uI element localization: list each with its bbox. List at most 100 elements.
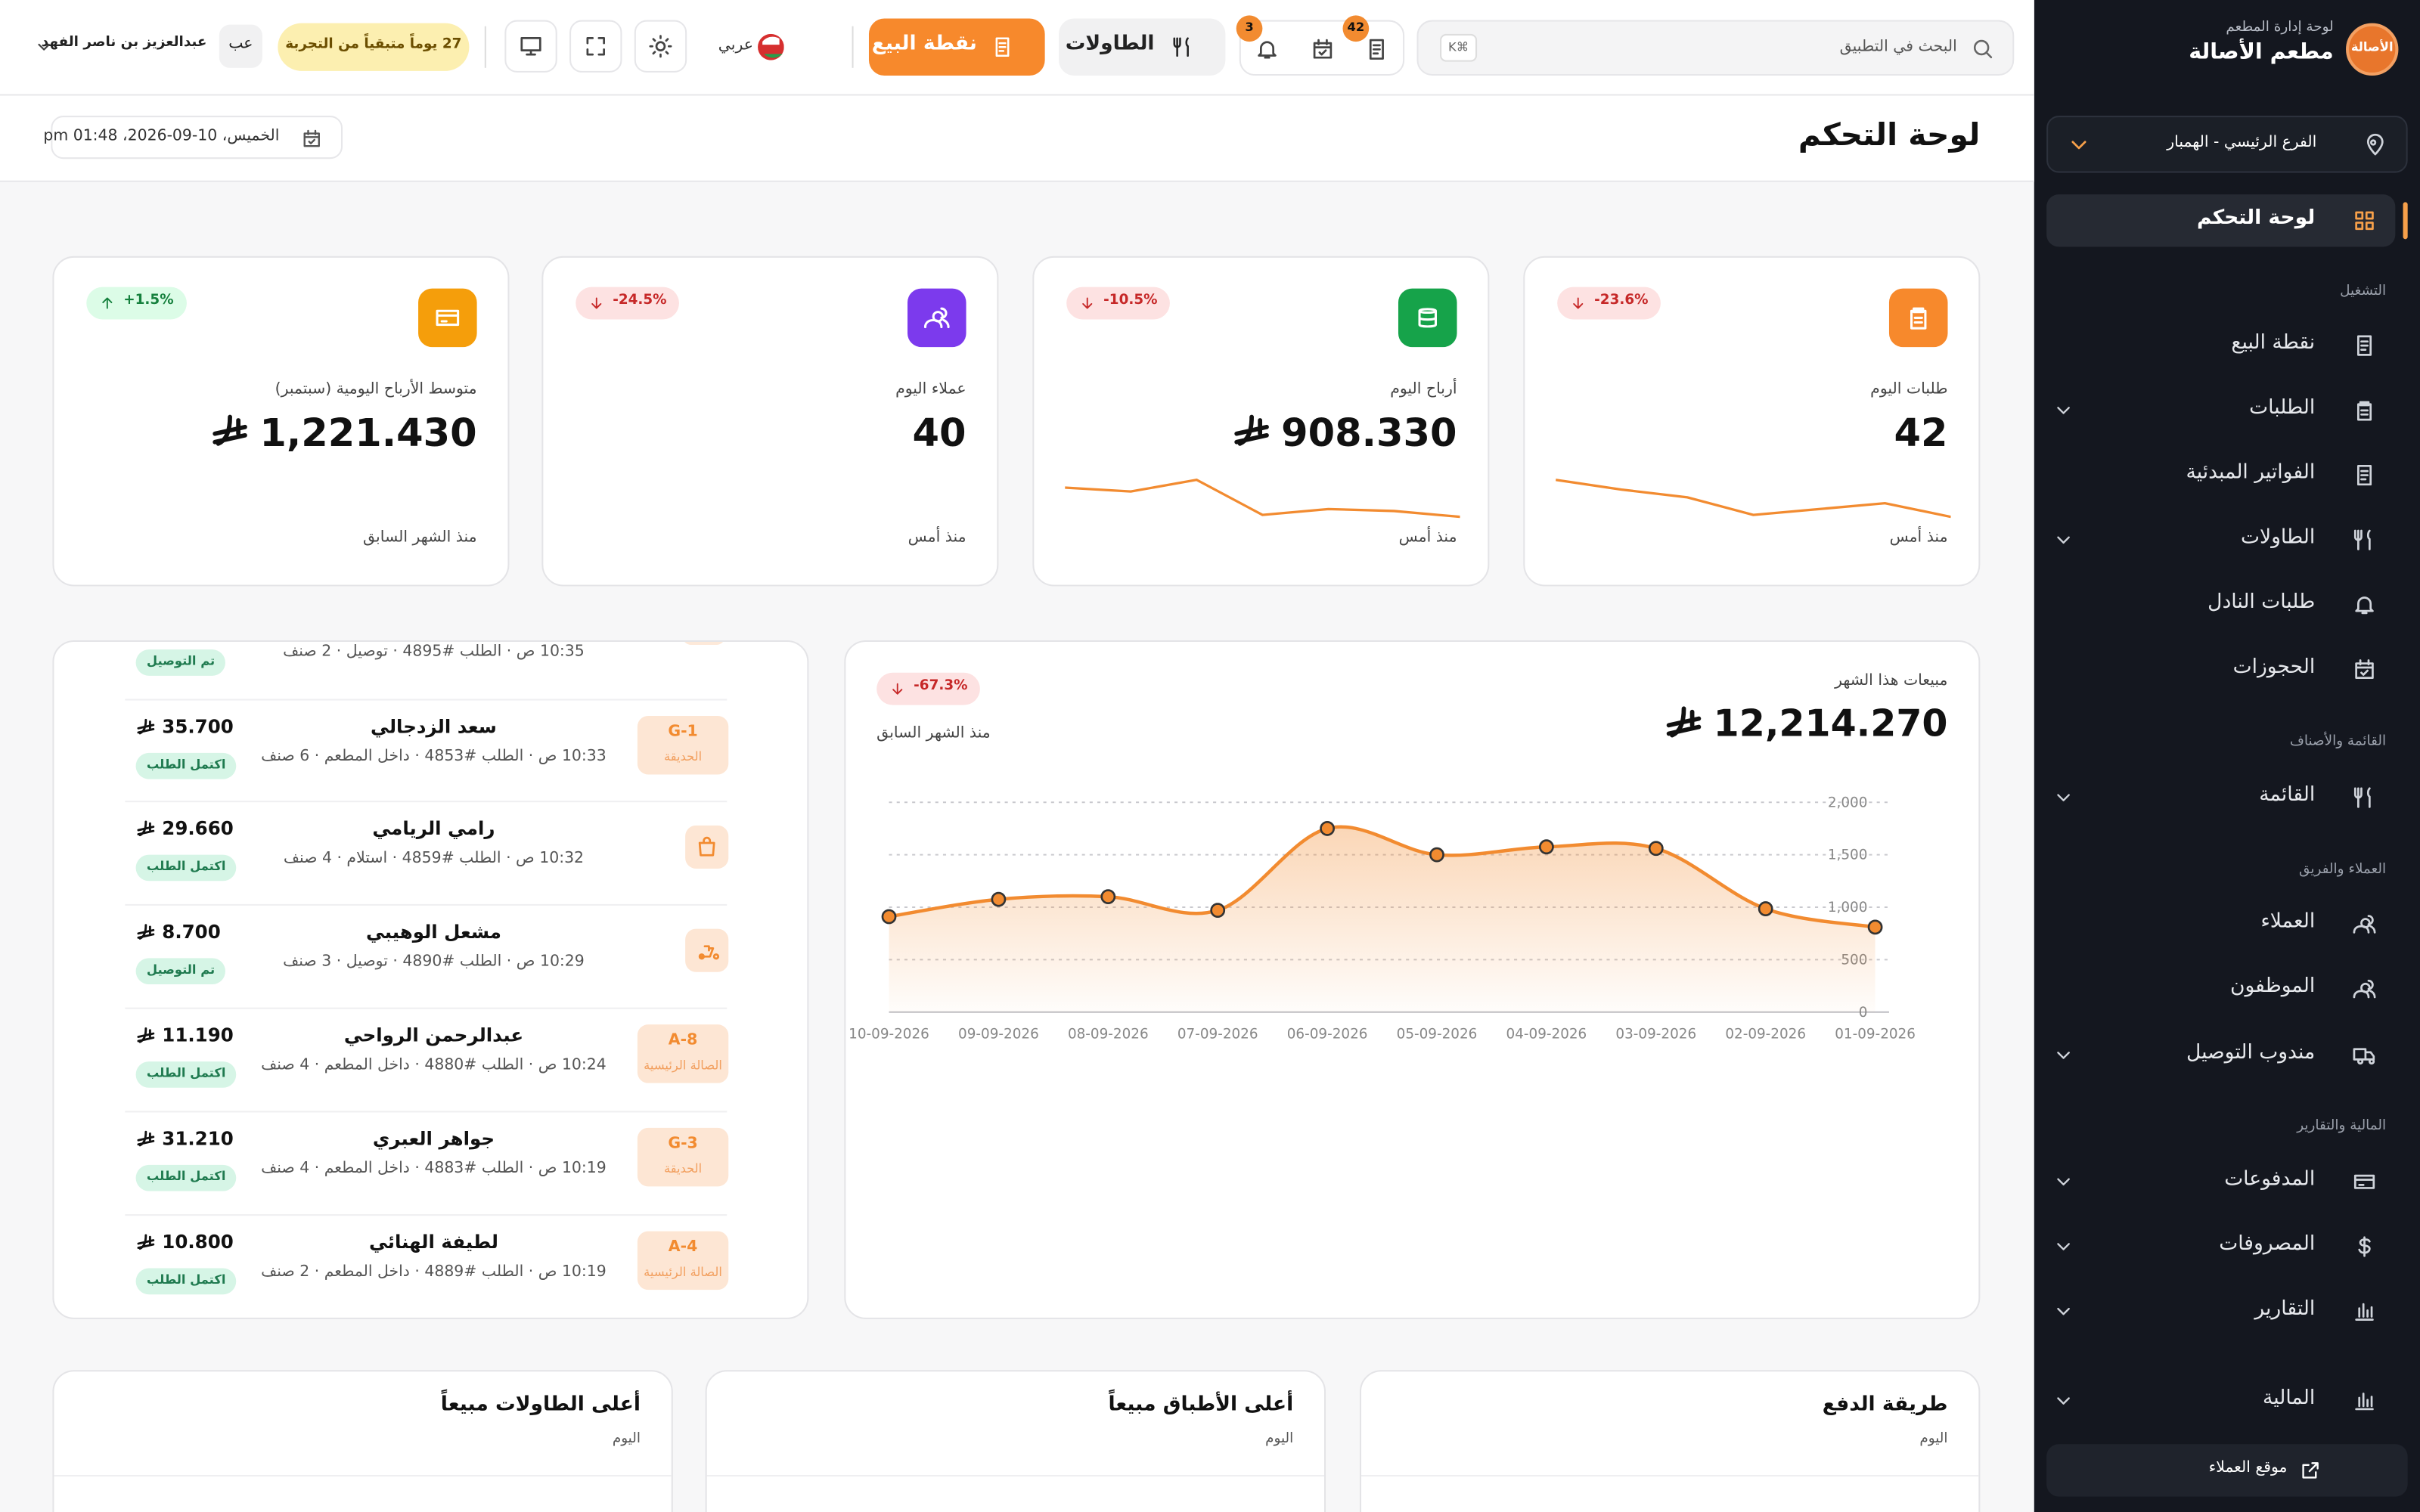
order-tag bbox=[682, 641, 726, 646]
nav-label: مندوب التوصيل bbox=[2186, 1041, 2316, 1065]
nav-label: الحجوزات bbox=[2232, 655, 2316, 679]
badge: 3 bbox=[1236, 15, 1263, 42]
icon-path bbox=[2071, 141, 2086, 150]
page-title: لوحة التحكم bbox=[1798, 116, 1981, 153]
toolbar-button[interactable] bbox=[569, 20, 622, 73]
nav-label: المالية bbox=[2263, 1387, 2316, 1411]
status-text: اكتمل الطلب bbox=[146, 1066, 226, 1080]
badge-count: 42 bbox=[1347, 20, 1365, 34]
order-row[interactable]: لطيفة الهنائي 10:19 ص · الطلب #4889 · داخ… bbox=[54, 1210, 807, 1312]
currency-path bbox=[137, 820, 155, 836]
active-indicator bbox=[2403, 202, 2408, 240]
stat-label: متوسط الأرباح اليومية (سبتمبر) bbox=[275, 381, 477, 398]
order-row[interactable]: عبدالرحمن الرواحي 10:24 ص · الطلب #4880 ·… bbox=[54, 1003, 807, 1105]
card-divider bbox=[1361, 1475, 1979, 1477]
nav-item[interactable]: الطلبات bbox=[2046, 384, 2395, 436]
sparkline bbox=[1065, 478, 1460, 519]
order-meta: 10:19 ص · الطلب #4883 · داخل المطعم · 4 … bbox=[261, 1160, 607, 1178]
order-row[interactable]: مشعل الوهيبي 10:29 ص · الطلب #4890 · توصي… bbox=[54, 900, 807, 1002]
order-row[interactable]: سعد الزدجالي 10:33 ص · الطلب #4853 · داخل… bbox=[54, 694, 807, 796]
icon bbox=[2057, 1243, 2070, 1250]
icon-path bbox=[102, 297, 113, 309]
table-tag: G-1 الحديقة bbox=[637, 715, 729, 775]
tables-button[interactable]: الطاولات bbox=[1059, 18, 1226, 76]
nav-item[interactable]: العملاء bbox=[2046, 898, 2395, 950]
nav-item-active[interactable]: لوحة التحكم bbox=[2046, 194, 2396, 247]
customer-name: عبدالرحمن الرواحي bbox=[343, 1024, 524, 1046]
nav-item[interactable]: المصروفات bbox=[2046, 1220, 2395, 1272]
currency-symbol bbox=[137, 820, 155, 836]
order-amount: 29.660 bbox=[162, 817, 234, 840]
sparkline bbox=[1556, 479, 1951, 519]
order-meta: 10:19 ص · الطلب #4889 · داخل المطعم · 2 … bbox=[261, 1263, 607, 1281]
chart-title: مبيعات هذا الشهر bbox=[1835, 672, 1948, 690]
nav-item[interactable]: الفواتير المبدئية bbox=[2046, 449, 2395, 501]
card-subtitle: اليوم bbox=[1919, 1431, 1948, 1448]
nav-item[interactable]: الطاولات bbox=[2046, 514, 2395, 566]
customer-site-button[interactable]: موقع العملاء bbox=[2046, 1444, 2408, 1497]
status-pill: اكتمل الطلب bbox=[135, 1268, 237, 1295]
customer-name: سعد الزدجالي bbox=[371, 715, 497, 738]
icon bbox=[1313, 39, 1333, 59]
table-tag: A-4 الصالة الرئيسية bbox=[637, 1231, 729, 1290]
stat-note: منذ أمس bbox=[1889, 529, 1948, 547]
change-pill: +1.5% bbox=[86, 287, 186, 320]
currency-path bbox=[1667, 706, 1702, 738]
order-row[interactable]: جواهر العبري 10:19 ص · الطلب #4883 · داخل… bbox=[54, 1106, 807, 1208]
nav-label: العملاء bbox=[2260, 910, 2316, 934]
icon bbox=[2353, 1174, 2375, 1189]
order-row[interactable]: رامي الريامي 10:32 ص · الطلب #4859 · استل… bbox=[54, 796, 807, 898]
flag-white bbox=[762, 36, 780, 45]
nav-section-label: المالية والتقارير bbox=[2297, 1118, 2387, 1134]
trial-text: 27 يوماً متبقياً من التجربة bbox=[285, 36, 462, 53]
currency-symbol bbox=[137, 1027, 155, 1043]
nav-item[interactable]: طلبات النادل bbox=[2046, 578, 2395, 631]
stat-icon bbox=[908, 288, 966, 348]
icon-path bbox=[2057, 407, 2070, 414]
toolbar-button[interactable] bbox=[504, 20, 557, 73]
nav-item[interactable]: المدفوعات bbox=[2046, 1156, 2395, 1208]
order-meta: 10:33 ص · الطلب #4853 · داخل المطعم · 6 … bbox=[261, 748, 607, 766]
currency-path bbox=[1234, 414, 1270, 446]
brand-subtitle: لوحة إدارة المطعم bbox=[2226, 20, 2334, 36]
table-code: G-1 bbox=[668, 723, 698, 741]
icon bbox=[2357, 401, 2372, 421]
icon-path bbox=[2355, 211, 2374, 231]
card-subtitle: اليوم bbox=[612, 1431, 641, 1448]
icon bbox=[892, 683, 903, 695]
stat-label: عملاء اليوم bbox=[895, 381, 966, 398]
table-tag: G-3 الحديقة bbox=[637, 1127, 729, 1187]
icon bbox=[1369, 39, 1384, 60]
nav-item[interactable]: الحجوزات bbox=[2046, 643, 2395, 696]
x-tick-label: 05-09-2026 bbox=[1397, 1026, 1478, 1042]
nav-item[interactable]: التقارير bbox=[2046, 1285, 2395, 1337]
icon-path bbox=[1573, 297, 1584, 309]
x-tick-label: 09-09-2026 bbox=[958, 1026, 1039, 1042]
summary-card: طريقة الدفع اليوم bbox=[1359, 1370, 1981, 1512]
nav-item[interactable]: المالية bbox=[2046, 1374, 2395, 1427]
nav-item[interactable]: القائمة bbox=[2046, 771, 2395, 823]
customer-name: لطيفة الهنائي bbox=[368, 1231, 498, 1253]
page-header: لوحة التحكم الخميس، 10-09-2026، 01:48 pm bbox=[0, 95, 2034, 182]
nav-item[interactable]: مندوب التوصيل bbox=[2046, 1029, 2395, 1081]
language-switch[interactable]: عربي bbox=[710, 28, 784, 68]
sidebar: الأصالة لوحة إدارة المطعم مطعم الأصالة الفر… bbox=[2034, 0, 2420, 1512]
pos-button[interactable]: نقطة البيع bbox=[868, 18, 1045, 76]
date-box: الخميس، 10-09-2026، 01:48 pm bbox=[43, 116, 343, 160]
icon-path bbox=[698, 836, 715, 857]
search-box[interactable]: البحث في التطبيق K⌘ bbox=[1416, 20, 2015, 76]
nav-item[interactable]: الموظفون bbox=[2046, 962, 2395, 1015]
icon-path bbox=[2057, 1052, 2070, 1059]
order-amount: 35.700 bbox=[162, 715, 234, 738]
stat-value-row: 42 bbox=[1894, 406, 1947, 458]
stat-card: -10.5% أرباح اليوم 908.330 منذ أمس bbox=[1032, 256, 1490, 587]
avatar-initials: عب bbox=[228, 35, 253, 53]
icon bbox=[1082, 297, 1093, 309]
nav-item[interactable]: نقطة البيع bbox=[2046, 319, 2395, 371]
user-menu[interactable]: عبدالعزيز بن ناصر الفهد bbox=[31, 25, 213, 68]
toolbar-button[interactable] bbox=[634, 20, 687, 73]
branch-selector[interactable]: الفرع الرئيسي - الهمبار bbox=[2046, 116, 2408, 173]
divider bbox=[852, 26, 854, 68]
